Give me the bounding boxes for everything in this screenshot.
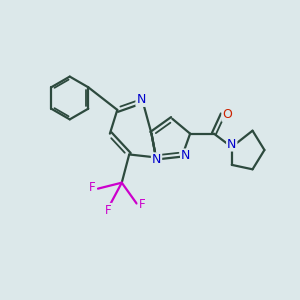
Text: N: N — [227, 138, 236, 151]
Text: O: O — [222, 108, 232, 121]
Text: F: F — [89, 181, 96, 194]
Text: N: N — [152, 153, 161, 166]
Text: N: N — [136, 93, 146, 106]
Text: F: F — [139, 199, 145, 212]
Text: N: N — [181, 149, 190, 162]
Text: F: F — [105, 204, 112, 217]
